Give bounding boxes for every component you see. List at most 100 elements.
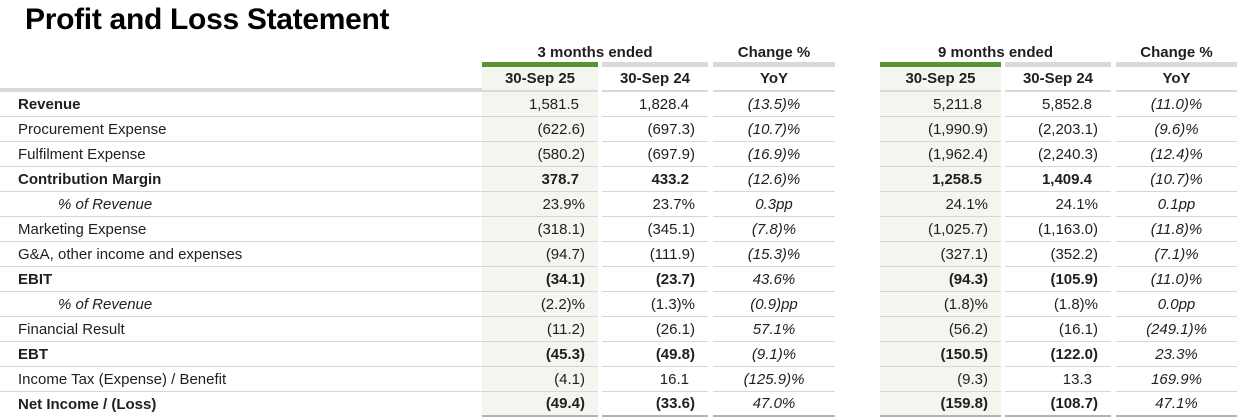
pnl-table: 3 months ended Change % 9 months ended C… bbox=[0, 43, 1241, 417]
col-header-9m-yoy: YoY bbox=[1116, 67, 1237, 92]
table-row: EBIT (34.1) (23.7) 43.6% (94.3) (105.9) (11.0)… bbox=[0, 267, 1241, 292]
column-header-row: 30-Sep 25 30-Sep 24 YoY 30-Sep 25 30-Sep… bbox=[0, 67, 1241, 92]
row-label: Income Tax (Expense) / Benefit bbox=[0, 367, 482, 392]
table-row: G&A, other income and expenses (94.7) (111… bbox=[0, 242, 1241, 267]
gray-accent-bar bbox=[602, 61, 708, 67]
section-gap bbox=[835, 117, 880, 142]
value-cell-prior: 24.1% bbox=[1005, 192, 1111, 217]
value-cell-current: (4.1) bbox=[482, 367, 598, 392]
value-cell-current: (2.2)% bbox=[482, 292, 598, 317]
table-row: Financial Result (11.2) (26.1) 57.1% (56.2)(… bbox=[0, 317, 1241, 342]
row-label: Fulfilment Expense bbox=[0, 142, 482, 167]
value-cell-current: (45.3) bbox=[482, 342, 598, 367]
value-cell-current: (11.2) bbox=[482, 317, 598, 342]
change-cell: 43.6% bbox=[713, 267, 835, 292]
col-header-9m-sep24: 30-Sep 24 bbox=[1005, 67, 1111, 92]
col-header-3m-yoy: YoY bbox=[713, 67, 835, 92]
value-cell-current: 5,211.8 bbox=[880, 92, 1001, 117]
value-cell-current: (327.1) bbox=[880, 242, 1001, 267]
section-gap bbox=[835, 217, 880, 242]
value-cell-prior: (122.0) bbox=[1005, 342, 1111, 367]
value-cell-prior: 23.7% bbox=[602, 192, 708, 217]
row-label: Net Income / (Loss) bbox=[18, 396, 157, 413]
section-gap bbox=[835, 292, 880, 317]
value-cell-current: (159.8) bbox=[880, 392, 1001, 417]
change-cell: (9.1)% bbox=[713, 342, 835, 367]
value-cell-prior: (108.7) bbox=[1005, 392, 1111, 417]
row-label: % of Revenue bbox=[0, 192, 482, 217]
value-cell-current: (94.7) bbox=[482, 242, 598, 267]
row-label: G&A, other income and expenses bbox=[0, 242, 482, 267]
change-cell: 0.3pp bbox=[713, 192, 835, 217]
table-row: Income Tax (Expense) / Benefit (4.1) 16.1(… bbox=[0, 367, 1241, 392]
change-cell: (7.1)% bbox=[1116, 242, 1237, 267]
change-cell: 0.1pp bbox=[1116, 192, 1237, 217]
row-label: Procurement Expense bbox=[0, 117, 482, 142]
section-gap bbox=[835, 192, 880, 217]
change-cell: (7.8)% bbox=[713, 217, 835, 242]
table-row: Fulfilment Expense (580.2) (697.9) (16.9)% (… bbox=[0, 142, 1241, 167]
value-cell-current: (1,962.4) bbox=[880, 142, 1001, 167]
green-accent-bar bbox=[880, 61, 1001, 67]
change-cell: (10.7)% bbox=[713, 117, 835, 142]
change-cell: (12.6)% bbox=[713, 167, 835, 192]
green-accent-bar bbox=[482, 61, 598, 67]
change-cell: (249.1)% bbox=[1116, 317, 1237, 342]
change-cell: (10.7)% bbox=[1116, 167, 1237, 192]
value-cell-prior: (16.1) bbox=[1005, 317, 1111, 342]
value-cell-prior: (111.9) bbox=[602, 242, 708, 267]
table-row: Contribution Margin 378.7 433.2 (12.6)% 1,25… bbox=[0, 167, 1241, 192]
change-cell: 169.9% bbox=[1116, 367, 1237, 392]
row-label: EBT bbox=[0, 342, 482, 367]
change-header-3m: Change % bbox=[737, 44, 811, 61]
gray-accent-bar bbox=[713, 61, 835, 67]
value-cell-current: (1,025.7) bbox=[880, 217, 1001, 242]
value-cell-prior: (105.9) bbox=[1005, 267, 1111, 292]
value-cell-current: (150.5) bbox=[880, 342, 1001, 367]
value-cell-prior: 433.2 bbox=[602, 167, 708, 192]
change-cell: 47.0% bbox=[713, 392, 835, 417]
change-cell: (11.0)% bbox=[1116, 267, 1237, 292]
change-cell: (12.4)% bbox=[1116, 142, 1237, 167]
value-cell-prior: (2,240.3) bbox=[1005, 142, 1111, 167]
value-cell-prior: 13.3 bbox=[1005, 367, 1111, 392]
value-cell-current: (1.8)% bbox=[880, 292, 1001, 317]
value-cell-current: (94.3) bbox=[880, 267, 1001, 292]
value-cell-prior: 16.1 bbox=[602, 367, 708, 392]
table-row: Revenue 1,581.5 1,828.4 (13.5)% 5,211.8 5,852… bbox=[0, 92, 1241, 117]
table-row: Net Income / (Loss) (49.4) (33.6) 47.0% (159… bbox=[0, 392, 1241, 417]
value-cell-prior: (1.8)% bbox=[1005, 292, 1111, 317]
change-cell: (9.6)% bbox=[1116, 117, 1237, 142]
value-cell-current: (622.6) bbox=[482, 117, 598, 142]
change-cell: (16.9)% bbox=[713, 142, 835, 167]
value-cell-prior: 1,828.4 bbox=[602, 92, 708, 117]
value-cell-prior: (1.3)% bbox=[602, 292, 708, 317]
value-cell-current: (318.1) bbox=[482, 217, 598, 242]
row-label: Financial Result bbox=[0, 317, 482, 342]
col-header-3m-sep25: 30-Sep 25 bbox=[482, 67, 598, 92]
change-cell: (0.9)pp bbox=[713, 292, 835, 317]
value-cell-current: 23.9% bbox=[482, 192, 598, 217]
value-cell-prior: (345.1) bbox=[602, 217, 708, 242]
section-gap bbox=[835, 167, 880, 192]
change-cell: 23.3% bbox=[1116, 342, 1237, 367]
label-column-header bbox=[0, 67, 482, 92]
page-title: Profit and Loss Statement bbox=[25, 3, 390, 36]
value-cell-current: (49.4) bbox=[482, 392, 598, 417]
value-cell-current: 378.7 bbox=[482, 167, 598, 192]
change-cell: (125.9)% bbox=[713, 367, 835, 392]
section-gap bbox=[835, 392, 880, 417]
period-header-9m: 9 months ended bbox=[937, 44, 1053, 61]
value-cell-prior: (49.8) bbox=[602, 342, 708, 367]
value-cell-prior: (26.1) bbox=[602, 317, 708, 342]
value-cell-prior: (697.9) bbox=[602, 142, 708, 167]
section-gap bbox=[835, 367, 880, 392]
col-header-9m-sep25: 30-Sep 25 bbox=[880, 67, 1001, 92]
period-header-row: 3 months ended Change % 9 months ended C… bbox=[0, 43, 1241, 61]
gray-accent-bar bbox=[1116, 61, 1237, 67]
value-cell-prior: 5,852.8 bbox=[1005, 92, 1111, 117]
value-cell-current: 1,581.5 bbox=[482, 92, 598, 117]
period-header-3m: 3 months ended bbox=[537, 44, 653, 61]
section-gap bbox=[835, 317, 880, 342]
section-gap bbox=[835, 92, 880, 117]
